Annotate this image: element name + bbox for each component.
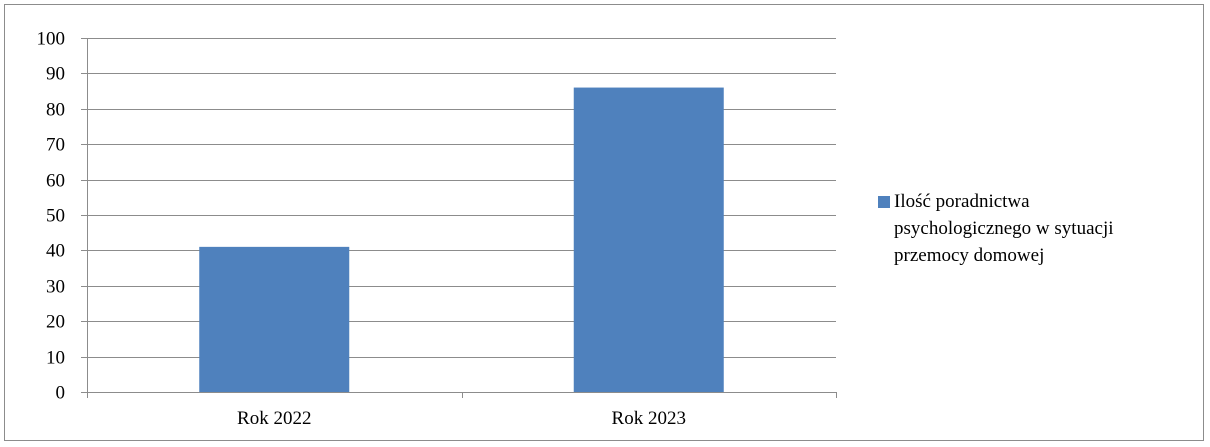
axes [81, 38, 837, 398]
legend-swatch [878, 196, 890, 208]
bar [199, 246, 350, 392]
y-tick-label: 40 [46, 241, 65, 262]
y-tick-label: 70 [46, 135, 65, 156]
legend-label: Ilość poradnictwa psychologicznego w syt… [894, 191, 1114, 266]
bars [199, 87, 724, 392]
y-tick-label: 80 [46, 100, 65, 121]
y-tick-label: 90 [46, 64, 65, 85]
y-tick-label: 100 [37, 29, 66, 50]
y-tick-label: 30 [46, 277, 65, 298]
bar [573, 87, 724, 392]
y-tick-label: 60 [46, 171, 65, 192]
y-tick-label: 50 [46, 206, 65, 227]
x-tick-label: Rok 2022 [237, 408, 311, 429]
y-tick-label: 0 [56, 383, 66, 404]
x-tick-label: Rok 2023 [612, 408, 686, 429]
legend: Ilość poradnictwa psychologicznego w syt… [878, 188, 1198, 269]
y-tick-label: 20 [46, 312, 65, 333]
y-tick-label: 10 [46, 348, 65, 369]
tick-labels: 0 10 20 30 40 50 60 70 80 90 100 Rok 2022 Rok 2023 [37, 29, 686, 430]
